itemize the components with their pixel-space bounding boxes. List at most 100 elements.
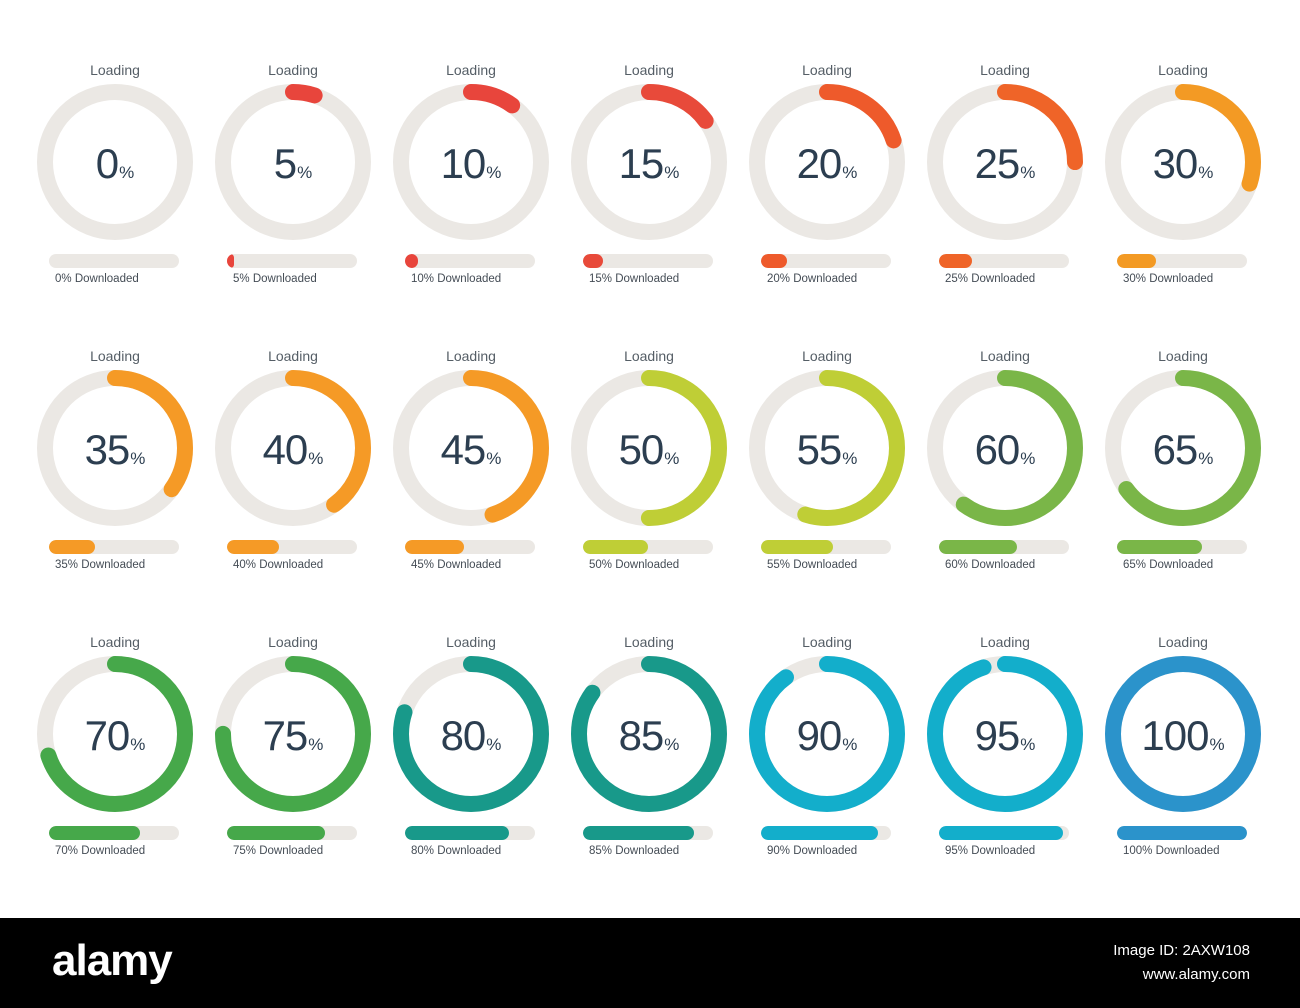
- progress-ring: [215, 84, 371, 240]
- downloaded-caption: 40% Downloaded: [233, 559, 324, 571]
- percent-value: 40%: [213, 425, 373, 484]
- progress-bar-fill: [583, 540, 648, 554]
- downloaded-caption: 75% Downloaded: [233, 845, 324, 857]
- progress-widget: Loading 30% 30% Downloaded: [1103, 62, 1263, 292]
- percent-value: 50%: [569, 425, 729, 484]
- progress-widget: Loading 65% 65% Downloaded: [1103, 348, 1263, 578]
- progress-bar: [405, 254, 535, 268]
- progress-bar-fill: [761, 826, 878, 840]
- progress-widget: Loading 90% 90% Downloaded: [747, 634, 907, 864]
- ring-progress-arc: [927, 370, 1083, 526]
- ring-progress-arc: [393, 656, 549, 812]
- progress-ring: [393, 84, 549, 240]
- percent-sign: %: [842, 449, 858, 468]
- percent-sign: %: [1020, 163, 1036, 182]
- progress-bar: [761, 540, 891, 554]
- ring-progress-arc: [571, 656, 727, 812]
- progress-bar-fill: [49, 826, 140, 840]
- percent-sign: %: [308, 449, 324, 468]
- ring-progress-arc: [393, 84, 549, 240]
- percent-number: 85: [618, 712, 665, 759]
- percent-value: 85%: [569, 711, 729, 770]
- downloaded-caption: 5% Downloaded: [233, 273, 317, 285]
- progress-widget: Loading 80% 80% Downloaded: [391, 634, 551, 864]
- percent-value: 55%: [747, 425, 907, 484]
- progress-ring: [215, 370, 371, 526]
- loading-label: Loading: [90, 348, 140, 364]
- percent-sign: %: [1020, 449, 1036, 468]
- percent-value: 30%: [1103, 139, 1263, 198]
- loading-indicator-grid: Loading 0% 0% Downloaded Loading 5% 5% Downlo…: [35, 62, 1263, 864]
- percent-number: 40: [262, 426, 309, 473]
- loading-label: Loading: [980, 62, 1030, 78]
- loading-label: Loading: [268, 62, 318, 78]
- progress-bar: [227, 540, 357, 554]
- progress-widget: Loading 85% 85% Downloaded: [569, 634, 729, 864]
- percent-sign: %: [119, 163, 135, 182]
- percent-sign: %: [1020, 735, 1036, 754]
- progress-widget: Loading 0% 0% Downloaded: [35, 62, 195, 292]
- progress-bar: [49, 254, 179, 268]
- progress-widget: Loading 75% 75% Downloaded: [213, 634, 373, 864]
- progress-bar: [49, 540, 179, 554]
- progress-bar: [761, 826, 891, 840]
- percent-sign: %: [1209, 735, 1225, 754]
- ring-progress-arc: [571, 84, 727, 240]
- percent-number: 25: [974, 140, 1021, 187]
- percent-value: 100%: [1103, 711, 1263, 770]
- loading-label: Loading: [446, 634, 496, 650]
- percent-number: 20: [796, 140, 843, 187]
- percent-sign: %: [664, 449, 680, 468]
- downloaded-caption: 85% Downloaded: [589, 845, 680, 857]
- downloaded-caption: 60% Downloaded: [945, 559, 1036, 571]
- percent-sign: %: [297, 163, 313, 182]
- progress-widget: Loading 95% 95% Downloaded: [925, 634, 1085, 864]
- loading-label: Loading: [624, 348, 674, 364]
- downloaded-caption: 0% Downloaded: [55, 273, 139, 285]
- progress-ring: [927, 656, 1083, 812]
- progress-bar-fill: [405, 254, 418, 268]
- percent-value: 25%: [925, 139, 1085, 198]
- progress-bar-fill: [761, 254, 787, 268]
- progress-widget: Loading 20% 20% Downloaded: [747, 62, 907, 292]
- progress-bar: [405, 540, 535, 554]
- ring-progress-arc: [749, 84, 905, 240]
- progress-bar: [583, 254, 713, 268]
- progress-bar: [227, 826, 357, 840]
- percent-value: 75%: [213, 711, 373, 770]
- percent-sign: %: [486, 163, 502, 182]
- downloaded-caption: 70% Downloaded: [55, 845, 146, 857]
- progress-widget: Loading 40% 40% Downloaded: [213, 348, 373, 578]
- progress-widget: Loading 70% 70% Downloaded: [35, 634, 195, 864]
- progress-bar: [405, 826, 535, 840]
- progress-bar: [227, 254, 357, 268]
- percent-number: 70: [84, 712, 131, 759]
- downloaded-caption: 100% Downloaded: [1123, 845, 1220, 857]
- ring-track: [37, 84, 193, 240]
- progress-bar: [1117, 254, 1247, 268]
- progress-bar-fill: [583, 254, 603, 268]
- progress-bar: [939, 826, 1069, 840]
- progress-bar-fill: [1117, 540, 1202, 554]
- progress-widget: Loading 60% 60% Downloaded: [925, 348, 1085, 578]
- brand-logo: alamy: [52, 936, 173, 985]
- percent-number: 0: [95, 140, 119, 187]
- progress-ring: [571, 370, 727, 526]
- percent-number: 5: [273, 140, 297, 187]
- loading-label: Loading: [802, 62, 852, 78]
- progress-ring: [749, 656, 905, 812]
- ring-progress-arc: [37, 370, 193, 526]
- percent-value: 95%: [925, 711, 1085, 770]
- loading-label: Loading: [802, 348, 852, 364]
- ring-progress-arc: [749, 370, 905, 526]
- downloaded-caption: 30% Downloaded: [1123, 273, 1214, 285]
- progress-ring: [393, 656, 549, 812]
- ring-progress-arc: [1105, 656, 1261, 812]
- progress-ring: [215, 656, 371, 812]
- percent-sign: %: [1198, 163, 1214, 182]
- progress-ring: [37, 84, 193, 240]
- percent-number: 90: [796, 712, 843, 759]
- downloaded-caption: 20% Downloaded: [767, 273, 858, 285]
- progress-ring: [1105, 370, 1261, 526]
- progress-ring: [571, 84, 727, 240]
